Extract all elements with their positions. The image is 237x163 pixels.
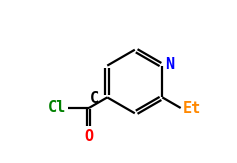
Text: N: N	[165, 57, 174, 72]
Text: O: O	[84, 129, 93, 144]
Text: Cl: Cl	[48, 100, 66, 115]
Text: Et: Et	[183, 101, 201, 116]
Text: C: C	[90, 91, 99, 106]
